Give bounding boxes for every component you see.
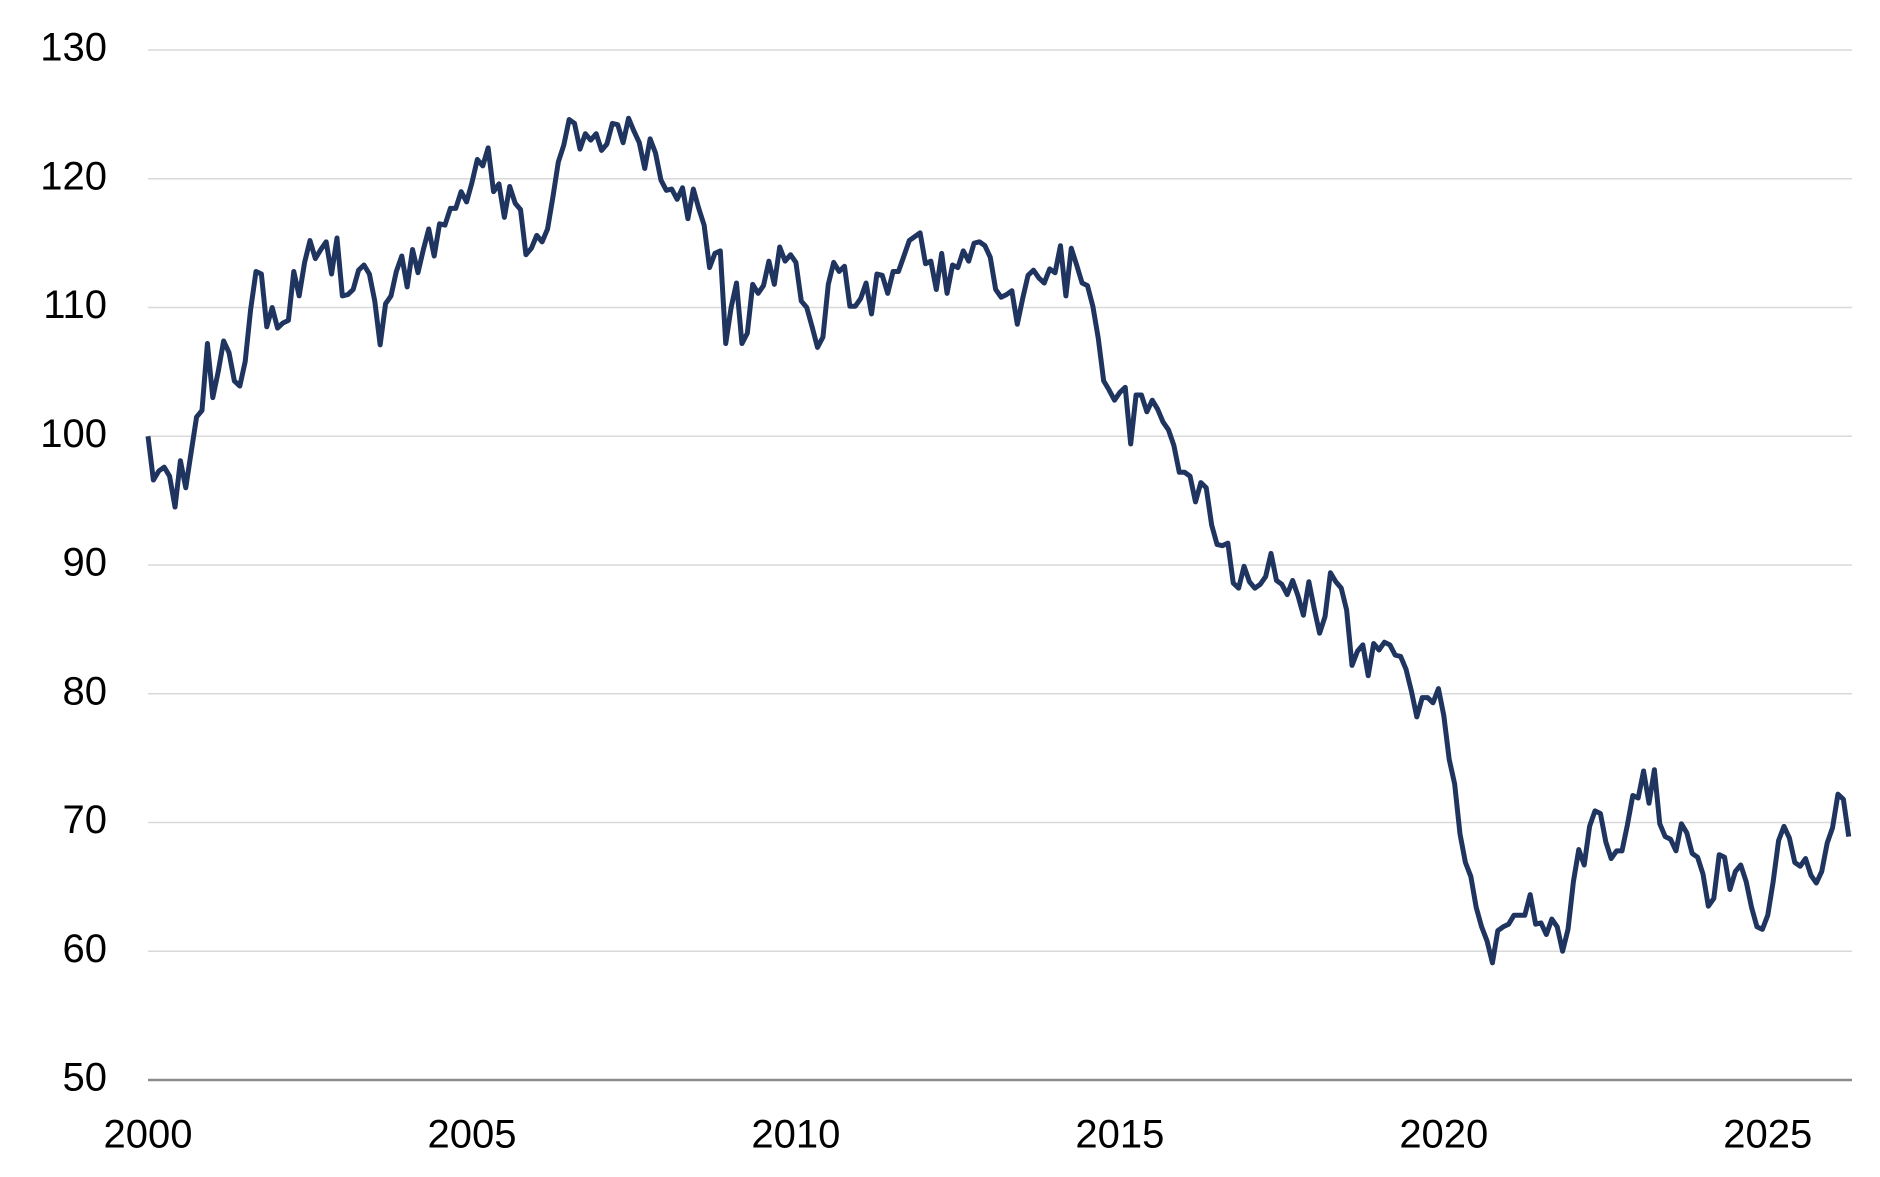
x-tick-label: 2020 xyxy=(1399,1113,1488,1157)
y-tick-label: 80 xyxy=(63,669,108,713)
y-tick-label: 90 xyxy=(63,541,108,585)
x-tick-label: 2005 xyxy=(427,1113,516,1157)
y-tick-label: 60 xyxy=(63,927,108,971)
x-tick-label: 2010 xyxy=(751,1113,840,1157)
y-tick-label: 120 xyxy=(40,154,107,198)
y-tick-label: 130 xyxy=(40,26,107,70)
x-tick-label: 2000 xyxy=(104,1113,193,1157)
y-tick-label: 100 xyxy=(40,412,107,456)
x-tick-label: 2025 xyxy=(1723,1113,1812,1157)
y-tick-label: 70 xyxy=(63,798,108,842)
y-tick-label: 110 xyxy=(43,283,107,327)
y-tick-label: 50 xyxy=(63,1056,108,1100)
data-line xyxy=(145,115,1852,966)
x-tick-label: 2015 xyxy=(1075,1113,1164,1157)
